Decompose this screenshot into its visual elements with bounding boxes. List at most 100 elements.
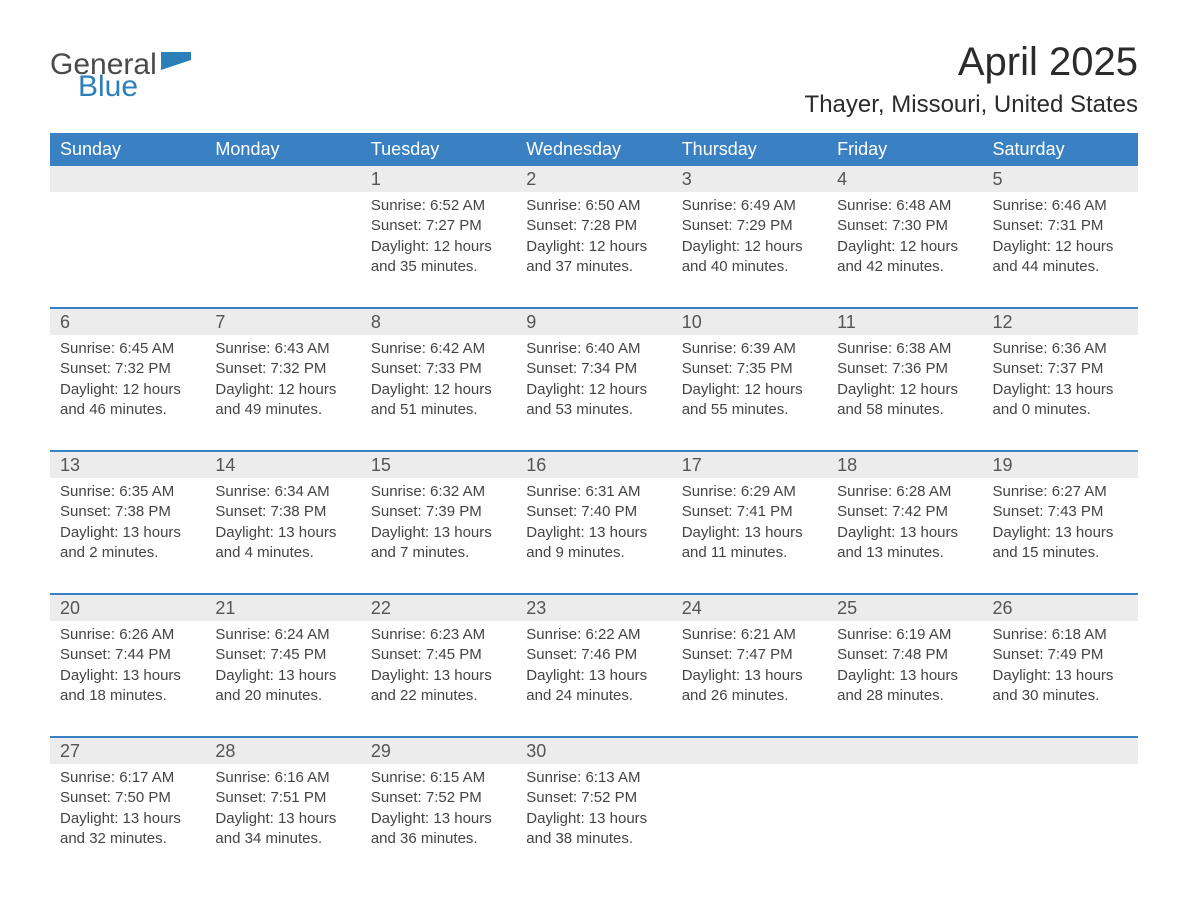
day-detail-cell: Sunrise: 6:19 AMSunset: 7:48 PMDaylight:…: [827, 621, 982, 736]
sunrise-text: Sunrise: 6:23 AM: [371, 625, 506, 645]
day-header: Thursday: [672, 133, 827, 166]
daylight-text: Daylight: 12 hours and 58 minutes.: [837, 380, 972, 421]
sunset-text: Sunset: 7:33 PM: [371, 359, 506, 379]
sunset-text: Sunset: 7:45 PM: [371, 645, 506, 665]
sunset-text: Sunset: 7:47 PM: [682, 645, 817, 665]
sunset-text: Sunset: 7:35 PM: [682, 359, 817, 379]
daynum-row: 13141516171819: [50, 452, 1138, 478]
day-detail-cell: Sunrise: 6:27 AMSunset: 7:43 PMDaylight:…: [983, 478, 1138, 593]
day-detail-cell: Sunrise: 6:35 AMSunset: 7:38 PMDaylight:…: [50, 478, 205, 593]
day-number-cell: 19: [983, 452, 1138, 478]
day-detail-cell: Sunrise: 6:49 AMSunset: 7:29 PMDaylight:…: [672, 192, 827, 307]
day-detail-cell: Sunrise: 6:36 AMSunset: 7:37 PMDaylight:…: [983, 335, 1138, 450]
sunset-text: Sunset: 7:31 PM: [993, 216, 1128, 236]
month-title: April 2025: [805, 40, 1138, 85]
sunrise-text: Sunrise: 6:32 AM: [371, 482, 506, 502]
day-number-cell: 16: [516, 452, 671, 478]
sunset-text: Sunset: 7:32 PM: [60, 359, 195, 379]
daylight-text: Daylight: 13 hours and 9 minutes.: [526, 523, 661, 564]
day-detail-cell: Sunrise: 6:34 AMSunset: 7:38 PMDaylight:…: [205, 478, 360, 593]
daylight-text: Daylight: 12 hours and 49 minutes.: [215, 380, 350, 421]
daylight-text: Daylight: 13 hours and 26 minutes.: [682, 666, 817, 707]
sunrise-text: Sunrise: 6:26 AM: [60, 625, 195, 645]
day-header: Tuesday: [361, 133, 516, 166]
sunset-text: Sunset: 7:34 PM: [526, 359, 661, 379]
day-number-cell: 2: [516, 166, 671, 192]
day-number-cell: 8: [361, 309, 516, 335]
detail-row: Sunrise: 6:35 AMSunset: 7:38 PMDaylight:…: [50, 478, 1138, 593]
day-detail-cell: Sunrise: 6:16 AMSunset: 7:51 PMDaylight:…: [205, 764, 360, 879]
daylight-text: Daylight: 13 hours and 13 minutes.: [837, 523, 972, 564]
sunset-text: Sunset: 7:42 PM: [837, 502, 972, 522]
day-detail-cell: [983, 764, 1138, 879]
day-number-cell: 27: [50, 738, 205, 764]
daylight-text: Daylight: 13 hours and 24 minutes.: [526, 666, 661, 707]
daylight-text: Daylight: 13 hours and 4 minutes.: [215, 523, 350, 564]
sunrise-text: Sunrise: 6:45 AM: [60, 339, 195, 359]
logo: General Blue: [50, 40, 191, 102]
daylight-text: Daylight: 12 hours and 35 minutes.: [371, 237, 506, 278]
day-detail-cell: Sunrise: 6:28 AMSunset: 7:42 PMDaylight:…: [827, 478, 982, 593]
sunrise-text: Sunrise: 6:34 AM: [215, 482, 350, 502]
sunrise-text: Sunrise: 6:39 AM: [682, 339, 817, 359]
daylight-text: Daylight: 12 hours and 46 minutes.: [60, 380, 195, 421]
day-number-cell: [672, 738, 827, 764]
sunset-text: Sunset: 7:40 PM: [526, 502, 661, 522]
day-number-cell: 20: [50, 595, 205, 621]
day-number-cell: 12: [983, 309, 1138, 335]
daylight-text: Daylight: 13 hours and 20 minutes.: [215, 666, 350, 707]
sunrise-text: Sunrise: 6:16 AM: [215, 768, 350, 788]
day-number-cell: 21: [205, 595, 360, 621]
day-detail-cell: Sunrise: 6:29 AMSunset: 7:41 PMDaylight:…: [672, 478, 827, 593]
day-detail-cell: Sunrise: 6:13 AMSunset: 7:52 PMDaylight:…: [516, 764, 671, 879]
day-detail-cell: [672, 764, 827, 879]
sunrise-text: Sunrise: 6:27 AM: [993, 482, 1128, 502]
day-number-cell: 6: [50, 309, 205, 335]
day-detail-cell: Sunrise: 6:17 AMSunset: 7:50 PMDaylight:…: [50, 764, 205, 879]
sunrise-text: Sunrise: 6:15 AM: [371, 768, 506, 788]
day-detail-cell: Sunrise: 6:46 AMSunset: 7:31 PMDaylight:…: [983, 192, 1138, 307]
day-number-cell: 4: [827, 166, 982, 192]
day-detail-cell: Sunrise: 6:26 AMSunset: 7:44 PMDaylight:…: [50, 621, 205, 736]
sunrise-text: Sunrise: 6:38 AM: [837, 339, 972, 359]
day-number-cell: [983, 738, 1138, 764]
day-number-cell: 23: [516, 595, 671, 621]
daylight-text: Daylight: 12 hours and 42 minutes.: [837, 237, 972, 278]
daynum-row: 27282930: [50, 738, 1138, 764]
detail-row: Sunrise: 6:45 AMSunset: 7:32 PMDaylight:…: [50, 335, 1138, 450]
daylight-text: Daylight: 13 hours and 15 minutes.: [993, 523, 1128, 564]
sunset-text: Sunset: 7:50 PM: [60, 788, 195, 808]
daylight-text: Daylight: 12 hours and 55 minutes.: [682, 380, 817, 421]
location: Thayer, Missouri, United States: [805, 91, 1138, 119]
sunrise-text: Sunrise: 6:43 AM: [215, 339, 350, 359]
daynum-row: 12345: [50, 166, 1138, 192]
daynum-row: 6789101112: [50, 309, 1138, 335]
day-detail-cell: [205, 192, 360, 307]
sunset-text: Sunset: 7:43 PM: [993, 502, 1128, 522]
sunrise-text: Sunrise: 6:46 AM: [993, 196, 1128, 216]
sunrise-text: Sunrise: 6:18 AM: [993, 625, 1128, 645]
sunset-text: Sunset: 7:49 PM: [993, 645, 1128, 665]
day-number-cell: 1: [361, 166, 516, 192]
calendar-table: Sunday Monday Tuesday Wednesday Thursday…: [50, 133, 1138, 879]
daylight-text: Daylight: 13 hours and 22 minutes.: [371, 666, 506, 707]
day-number-cell: 26: [983, 595, 1138, 621]
sunset-text: Sunset: 7:28 PM: [526, 216, 661, 236]
day-header: Wednesday: [516, 133, 671, 166]
day-detail-cell: Sunrise: 6:43 AMSunset: 7:32 PMDaylight:…: [205, 335, 360, 450]
daylight-text: Daylight: 13 hours and 18 minutes.: [60, 666, 195, 707]
title-block: April 2025 Thayer, Missouri, United Stat…: [805, 40, 1138, 129]
day-number-cell: 10: [672, 309, 827, 335]
sunrise-text: Sunrise: 6:22 AM: [526, 625, 661, 645]
sunrise-text: Sunrise: 6:48 AM: [837, 196, 972, 216]
day-detail-cell: Sunrise: 6:40 AMSunset: 7:34 PMDaylight:…: [516, 335, 671, 450]
daylight-text: Daylight: 13 hours and 11 minutes.: [682, 523, 817, 564]
day-number-cell: [205, 166, 360, 192]
sunrise-text: Sunrise: 6:36 AM: [993, 339, 1128, 359]
sunset-text: Sunset: 7:45 PM: [215, 645, 350, 665]
sunset-text: Sunset: 7:38 PM: [215, 502, 350, 522]
daylight-text: Daylight: 13 hours and 28 minutes.: [837, 666, 972, 707]
sunrise-text: Sunrise: 6:31 AM: [526, 482, 661, 502]
sunrise-text: Sunrise: 6:17 AM: [60, 768, 195, 788]
day-detail-cell: Sunrise: 6:18 AMSunset: 7:49 PMDaylight:…: [983, 621, 1138, 736]
